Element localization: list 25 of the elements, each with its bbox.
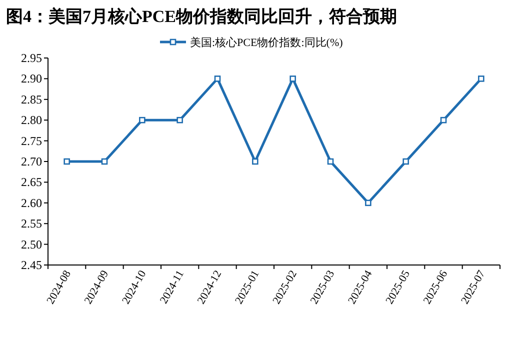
point	[139, 116, 146, 124]
point	[440, 116, 447, 124]
point	[214, 76, 221, 82]
point	[402, 158, 409, 165]
point	[327, 158, 334, 165]
point	[64, 158, 70, 165]
point	[365, 200, 372, 206]
y-tick-label: 2.90	[21, 72, 42, 86]
y-tick-label: 2.85	[21, 92, 42, 106]
y-tick-label: 2.95	[21, 51, 42, 65]
y-tick-label: 2.80	[21, 113, 42, 128]
y-tick-label: 2.60	[21, 196, 42, 210]
point	[101, 158, 108, 165]
y-tick-label: 2.50	[21, 237, 42, 252]
chart-title: 图4：美国7月核心PCE物价指数同比回升，符合预期	[6, 7, 397, 26]
y-tick-label: 2.55	[21, 216, 42, 231]
y-tick-label: 2.70	[21, 154, 42, 168]
y-tick-label: 2.45	[21, 258, 42, 272]
y-tick-label: 2.65	[21, 175, 42, 190]
point	[290, 76, 296, 82]
legend-label: 美国:核心PCE物价指数:同比(%)	[190, 36, 344, 49]
point	[252, 158, 258, 165]
point	[176, 116, 183, 124]
y-tick-label: 2.75	[21, 134, 42, 148]
point	[478, 76, 484, 82]
